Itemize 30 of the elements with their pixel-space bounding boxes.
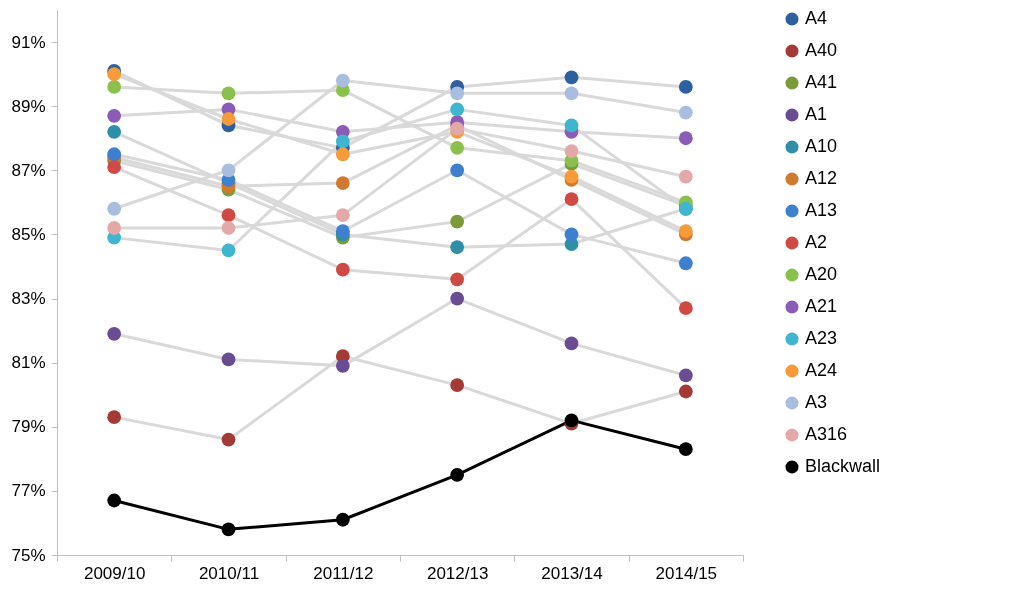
x-tick-label: 2014/15 xyxy=(655,563,718,583)
y-tick-label: 79% xyxy=(11,417,46,437)
y-tick-label: 91% xyxy=(11,32,46,52)
legend-label: A21 xyxy=(805,296,838,316)
legend-label: A13 xyxy=(805,200,838,220)
x-tick-label: 2012/13 xyxy=(426,563,489,583)
legend-label: A41 xyxy=(805,72,838,92)
legend-label: A24 xyxy=(805,360,838,380)
y-tick-label: 87% xyxy=(11,160,46,180)
legend-label: A20 xyxy=(805,264,838,284)
legend-label: A12 xyxy=(805,168,838,188)
x-tick-label: 2013/14 xyxy=(541,563,603,583)
y-tick-label: 81% xyxy=(11,353,46,373)
y-tick-label: 89% xyxy=(11,96,46,116)
legend-label: A10 xyxy=(805,136,838,156)
y-tick-label: 77% xyxy=(11,481,46,501)
legend-label: A1 xyxy=(805,104,828,124)
y-tick-label: 85% xyxy=(11,224,46,244)
y-tick-label: 75% xyxy=(11,545,46,565)
legend-label: A40 xyxy=(805,40,838,60)
legend-label: A23 xyxy=(805,328,838,348)
legend-label: A4 xyxy=(805,8,828,28)
y-tick-label: 83% xyxy=(11,289,46,309)
x-tick-label: 2010/11 xyxy=(198,563,260,583)
x-tick-label: 2009/10 xyxy=(83,563,146,583)
legend-label: A316 xyxy=(805,424,848,444)
legend-label: A3 xyxy=(805,392,828,412)
x-tick-label: 2011/12 xyxy=(313,563,374,583)
legend-label: A2 xyxy=(805,232,828,252)
legend-label: Blackwall xyxy=(805,456,881,476)
